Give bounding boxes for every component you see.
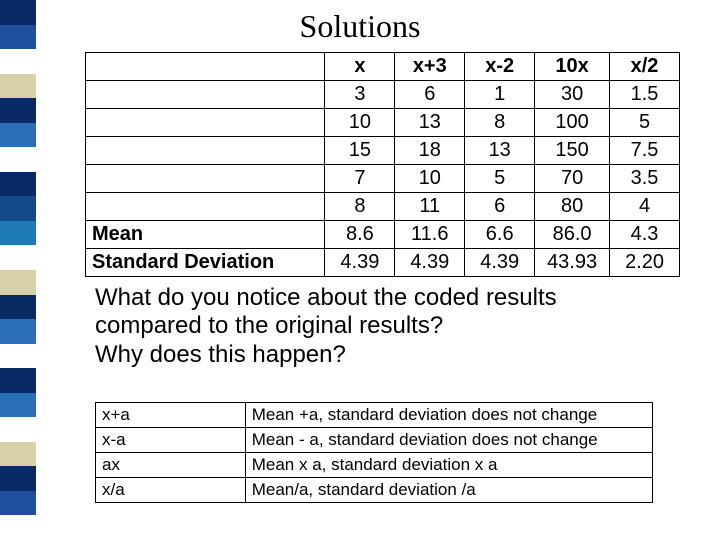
rule-expression: x/a: [96, 478, 246, 503]
table-cell: 13: [465, 137, 535, 165]
sidebar-segment: [0, 368, 36, 393]
sidebar-segment: [0, 417, 36, 442]
rule-description: Mean/a, standard deviation /a: [245, 478, 652, 503]
page-title: Solutions: [0, 8, 720, 45]
question-line: Why does this happen?: [95, 341, 655, 369]
table-header: x: [325, 53, 395, 81]
table-row: x/aMean/a, standard deviation /a: [96, 478, 653, 503]
table-cell: 7: [325, 165, 395, 193]
row-label: [86, 165, 325, 193]
rules-table: x+aMean +a, standard deviation does not …: [95, 402, 653, 503]
table-cell: 2.20: [610, 249, 680, 277]
table-row: 1518131507.5: [86, 137, 680, 165]
sidebar-segment: [0, 393, 36, 418]
table-cell: 4.39: [465, 249, 535, 277]
decorative-sidebar: [0, 0, 36, 540]
sidebar-segment: [0, 295, 36, 320]
sidebar-segment: [0, 442, 36, 467]
table-cell: 6: [465, 193, 535, 221]
question-block: What do you notice about the coded resul…: [95, 284, 655, 369]
sidebar-segment: [0, 196, 36, 221]
table-cell: 3: [325, 81, 395, 109]
table-cell: 4: [610, 193, 680, 221]
table-cell: 70: [535, 165, 610, 193]
sidebar-segment: [0, 147, 36, 172]
table-row: Mean8.611.66.686.04.3: [86, 221, 680, 249]
table-cell: 6.6: [465, 221, 535, 249]
sidebar-segment: [0, 98, 36, 123]
row-label: Mean: [86, 221, 325, 249]
table-row: 8116804: [86, 193, 680, 221]
table-row: x-aMean - a, standard deviation does not…: [96, 428, 653, 453]
rule-expression: ax: [96, 453, 246, 478]
sidebar-segment: [0, 270, 36, 295]
table-cell: 43.93: [535, 249, 610, 277]
sidebar-segment: [0, 245, 36, 270]
table-cell: 4.3: [610, 221, 680, 249]
table-cell: 86.0: [535, 221, 610, 249]
row-label: [86, 193, 325, 221]
table-header: x+3: [395, 53, 465, 81]
row-label: Standard Deviation: [86, 249, 325, 277]
table-cell: 1: [465, 81, 535, 109]
table-row: x+aMean +a, standard deviation does not …: [96, 403, 653, 428]
sidebar-segment: [0, 466, 36, 491]
question-line: What do you notice about the coded resul…: [95, 284, 655, 312]
table-cell: 6: [395, 81, 465, 109]
rule-description: Mean +a, standard deviation does not cha…: [245, 403, 652, 428]
table-row: axMean x a, standard deviation x a: [96, 453, 653, 478]
table-cell: 10: [395, 165, 465, 193]
table-cell: 3.5: [610, 165, 680, 193]
sidebar-segment: [0, 221, 36, 246]
table-cell: 13: [395, 109, 465, 137]
table-cell: 4.39: [395, 249, 465, 277]
question-line: compared to the original results?: [95, 312, 655, 340]
sidebar-segment: [0, 49, 36, 74]
table-cell: 100: [535, 109, 610, 137]
table-cell: 7.5: [610, 137, 680, 165]
row-label: [86, 137, 325, 165]
table-cell: 150: [535, 137, 610, 165]
table-cell: 10: [325, 109, 395, 137]
sidebar-segment: [0, 123, 36, 148]
table-row: Standard Deviation4.394.394.3943.932.20: [86, 249, 680, 277]
table-header: x/2: [610, 53, 680, 81]
table-row: 361301.5: [86, 81, 680, 109]
table-row: 101381005: [86, 109, 680, 137]
table-cell: 11: [395, 193, 465, 221]
table-cell: 8.6: [325, 221, 395, 249]
table-cell: 30: [535, 81, 610, 109]
row-label: [86, 109, 325, 137]
table-cell: 1.5: [610, 81, 680, 109]
rule-expression: x+a: [96, 403, 246, 428]
table-header: 10x: [535, 53, 610, 81]
table-cell: 80: [535, 193, 610, 221]
rule-description: Mean x a, standard deviation x a: [245, 453, 652, 478]
sidebar-segment: [0, 344, 36, 369]
table-cell: 8: [325, 193, 395, 221]
row-label: [86, 81, 325, 109]
table-header: [86, 53, 325, 81]
sidebar-segment: [0, 74, 36, 99]
sidebar-segment: [0, 491, 36, 516]
solutions-table-container: xx+3x-210xx/2361301.51013810051518131507…: [85, 52, 680, 277]
sidebar-segment: [0, 172, 36, 197]
solutions-table: xx+3x-210xx/2361301.51013810051518131507…: [85, 52, 680, 277]
rule-description: Mean - a, standard deviation does not ch…: [245, 428, 652, 453]
table-cell: 11.6: [395, 221, 465, 249]
rule-expression: x-a: [96, 428, 246, 453]
table-row: 7105703.5: [86, 165, 680, 193]
table-cell: 4.39: [325, 249, 395, 277]
table-header: x-2: [465, 53, 535, 81]
table-cell: 8: [465, 109, 535, 137]
table-cell: 18: [395, 137, 465, 165]
sidebar-segment: [0, 515, 36, 540]
table-cell: 15: [325, 137, 395, 165]
rules-table-container: x+aMean +a, standard deviation does not …: [95, 402, 653, 503]
sidebar-segment: [0, 319, 36, 344]
table-cell: 5: [465, 165, 535, 193]
table-cell: 5: [610, 109, 680, 137]
